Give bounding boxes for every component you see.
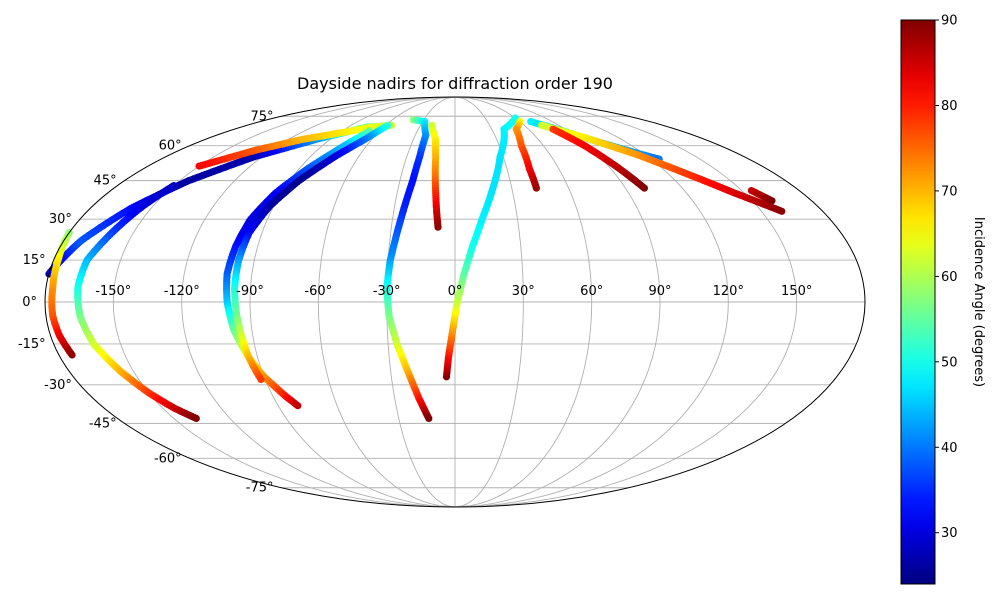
colorbar: 30 40 50 60 70 80 90 Incidence Angle (degrees) — [900, 14, 986, 585]
colorbar-gradient — [900, 19, 936, 585]
colorbar-label: Incidence Angle (degrees) — [971, 217, 986, 387]
scatter-point — [532, 184, 541, 192]
scatter-points — [45, 114, 786, 422]
lat-tick-label: 45° — [94, 174, 117, 189]
tick-labels: -150° -120° -90° -60° -30° 0° 30° 60° 90° 120° 150… — [18, 109, 812, 495]
lat-tick-label: 0° — [22, 295, 37, 310]
lat-tick-label: 75° — [250, 109, 273, 124]
lon-tick-label: 90° — [648, 284, 671, 299]
lat-tick-label: 60° — [159, 139, 182, 154]
lat-tick-label: 15° — [23, 253, 46, 268]
colorbar-tick-label: 60 — [941, 270, 958, 285]
lat-tick-label: -60° — [154, 451, 182, 466]
lon-tick-label: 0° — [448, 284, 463, 299]
scatter-point — [768, 197, 776, 205]
scatter-point — [68, 351, 76, 359]
scatter-point — [294, 402, 302, 410]
lon-tick-label: 60° — [580, 284, 603, 299]
colorbar-tick-label: 50 — [941, 355, 958, 370]
lat-tick-label: -15° — [18, 337, 46, 352]
lon-tick-label: -120° — [164, 284, 200, 299]
lon-tick-label: 120° — [713, 284, 744, 299]
colorbar-tick-label: 80 — [941, 99, 958, 114]
map-boundary — [44, 96, 866, 508]
colorbar-tick-label: 70 — [941, 184, 958, 199]
scatter-point — [192, 414, 200, 422]
lon-tick-label: -60° — [304, 284, 332, 299]
colorbar-tick-label: 40 — [941, 441, 958, 456]
lat-tick-label: 30° — [49, 212, 72, 227]
lon-tick-label: 150° — [781, 284, 812, 299]
scatter-point — [778, 207, 786, 215]
scatter-point — [640, 184, 649, 192]
lon-tick-label: -90° — [236, 284, 264, 299]
lat-tick-label: -75° — [246, 481, 274, 496]
scatter-point — [257, 375, 265, 384]
scatter-point — [434, 223, 442, 231]
lon-tick-label: -30° — [373, 284, 401, 299]
lon-tick-label: -150° — [95, 284, 131, 299]
lat-tick-label: -45° — [89, 416, 117, 431]
scatter-point — [425, 414, 433, 422]
colorbar-tick-label: 90 — [941, 14, 958, 29]
chart-title: Dayside nadirs for diffraction order 190 — [297, 74, 613, 93]
colorbar-tick-label: 30 — [941, 526, 958, 541]
lat-tick-label: -30° — [44, 378, 72, 393]
lon-tick-label: 30° — [512, 284, 535, 299]
